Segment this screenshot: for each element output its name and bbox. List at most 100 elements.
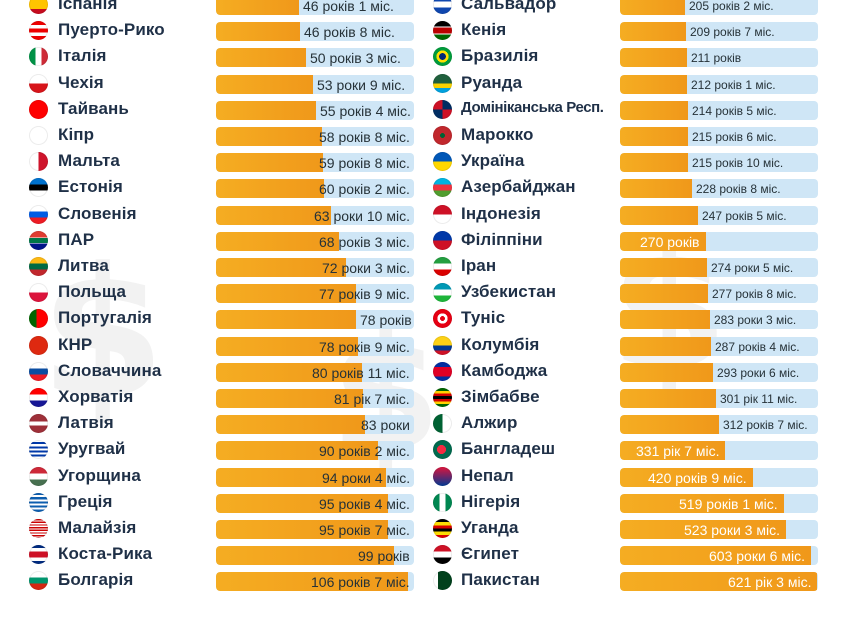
country-label: Алжир xyxy=(461,413,518,433)
country-flag-icon xyxy=(433,466,452,486)
country-label: Кенія xyxy=(461,20,507,40)
bar xyxy=(216,22,300,42)
bar-row: Болгарія 106 років 7 міс. xyxy=(0,568,856,594)
bar-track: 60 років 2 міс. xyxy=(216,179,414,199)
bar xyxy=(620,231,706,251)
country-label: Коста-Рика xyxy=(58,544,153,564)
bar-row: ПАР 68 років 3 міс. xyxy=(0,228,856,254)
country-flag-icon xyxy=(29,126,48,145)
country-flag-icon xyxy=(433,204,452,224)
country-label: Литва xyxy=(58,256,109,275)
bar-value-label: 77 років 9 міс. xyxy=(319,286,410,303)
bar-track: 331 рік 7 міс. xyxy=(620,441,818,461)
bar-track: 603 роки 6 міс. xyxy=(620,546,818,566)
bar-row: Уругвай 90 років 2 міс. xyxy=(0,437,856,463)
bar-row: Домініканська Респ. 214 років 5 міс. xyxy=(0,97,856,123)
bar-value-label: 78 років xyxy=(360,312,412,329)
bar xyxy=(620,22,686,42)
bar-row: Уганда 523 роки 3 міс. xyxy=(0,516,856,542)
bar xyxy=(216,467,386,487)
bar-value-label: 205 років 2 міс. xyxy=(689,0,774,13)
bar xyxy=(620,520,786,539)
bar-value-label: 301 рік 11 міс. xyxy=(720,392,798,406)
bar-value-label: 211 років xyxy=(691,51,742,66)
bar-row: Італія 50 років 3 міс. xyxy=(0,44,856,70)
bar-track: 287 років 4 міс. xyxy=(620,336,818,356)
bar-value-label: 209 років 7 міс. xyxy=(690,25,775,40)
country-flag-icon xyxy=(29,361,48,381)
bar xyxy=(620,336,711,356)
bar xyxy=(216,127,322,146)
country-flag-icon xyxy=(29,178,48,198)
bar-track: 215 років 6 міс. xyxy=(620,127,818,146)
country-label: Болгарія xyxy=(58,570,134,590)
bar-value-label: 83 роки xyxy=(361,417,410,434)
bar xyxy=(216,572,408,592)
bar-track: 209 років 7 міс. xyxy=(620,22,818,42)
bar-value-label: 287 років 4 міс. xyxy=(715,339,800,354)
country-label: Мальта xyxy=(58,151,120,171)
bar-track: 94 роки 4 міс. xyxy=(216,467,414,487)
bar-track: 212 років 1 міс. xyxy=(620,74,818,94)
country-label: Узбекистан xyxy=(461,282,557,302)
bar xyxy=(216,231,339,251)
bar-track: 53 роки 9 міс. xyxy=(216,74,414,94)
country-label: Уругвай xyxy=(58,439,126,459)
country-flag-icon xyxy=(433,178,452,198)
bar-track: 283 роки 3 міс. xyxy=(620,310,818,330)
bar-value-label: 523 роки 3 міс. xyxy=(684,522,780,538)
bar-row: Латвія 83 роки xyxy=(0,411,856,437)
bar-track: 205 років 2 міс. xyxy=(620,0,818,15)
country-label: Естонія xyxy=(58,177,123,197)
bar xyxy=(216,48,306,68)
country-label: Зімбабве xyxy=(461,387,540,406)
bar-row: Нігерія 519 років 1 міс. xyxy=(0,490,856,516)
bar-track: 211 років xyxy=(620,48,818,68)
country-label: Чехія xyxy=(58,72,104,92)
country-flag-icon xyxy=(29,545,48,565)
country-label: Пакистан xyxy=(461,570,540,590)
bar-row: Хорватія 81 рік 7 міс. xyxy=(0,385,856,411)
bar-row: Єгипет 603 роки 6 міс. xyxy=(0,542,856,568)
bar-track: 621 рік 3 міс. xyxy=(620,572,818,592)
bar-value-label: 55 років 4 міс. xyxy=(320,102,411,119)
bar-track: 519 років 1 міс. xyxy=(620,493,818,513)
bar-row: Бангладеш 331 рік 7 міс. xyxy=(0,437,856,463)
bar-value-label: 519 років 1 міс. xyxy=(679,495,778,512)
country-label: Індонезія xyxy=(461,203,541,223)
bar-row: Кіпр 58 років 8 міс. xyxy=(0,123,856,149)
country-flag-icon xyxy=(433,440,452,460)
country-flag-icon xyxy=(433,126,452,145)
bar-value-label: 60 років 2 міс. xyxy=(319,181,410,198)
country-flag-icon xyxy=(29,440,48,460)
bar-value-label: 228 років 8 міс. xyxy=(696,182,781,197)
bar-row: Чехія 53 роки 9 міс. xyxy=(0,71,856,97)
bar xyxy=(216,389,363,408)
bar-row: Колумбія 287 років 4 міс. xyxy=(0,333,856,359)
bar-value-label: 331 рік 7 міс. xyxy=(636,443,720,460)
country-label: Уганда xyxy=(461,518,519,537)
country-label: Туніс xyxy=(461,308,506,328)
bar-track: 228 років 8 міс. xyxy=(620,179,818,199)
country-flag-icon xyxy=(433,571,452,591)
bar-row: Індонезія 247 років 5 міс. xyxy=(0,202,856,228)
bar-value-label: 621 рік 3 міс. xyxy=(728,574,812,591)
bar xyxy=(216,284,356,304)
bar-row: Угорщина 94 роки 4 міс. xyxy=(0,464,856,490)
country-flag-icon xyxy=(433,283,452,303)
country-flag-icon xyxy=(433,335,452,355)
country-label: Марокко xyxy=(461,125,534,144)
bar-track: 78 років xyxy=(216,310,414,330)
bar-value-label: 106 років 7 міс. xyxy=(311,574,410,591)
bar xyxy=(216,493,388,513)
country-label: Камбоджа xyxy=(461,360,548,380)
bar-value-label: 270 років xyxy=(640,233,700,250)
bar-value-label: 80 років 11 міс. xyxy=(312,364,410,381)
bar-value-label: 90 років 2 міс. xyxy=(319,443,410,460)
bar-row: Мальта 59 років 8 міс. xyxy=(0,149,856,175)
bar-row: Узбекистан 277 років 8 міс. xyxy=(0,280,856,306)
bar-value-label: 215 років 10 міс. xyxy=(692,156,784,171)
bar-value-label: 312 років 7 міс. xyxy=(723,418,808,433)
bar-track: 81 рік 7 міс. xyxy=(216,389,414,408)
bar-row: Пуерто-Рико 46 років 8 міс. xyxy=(0,18,856,44)
